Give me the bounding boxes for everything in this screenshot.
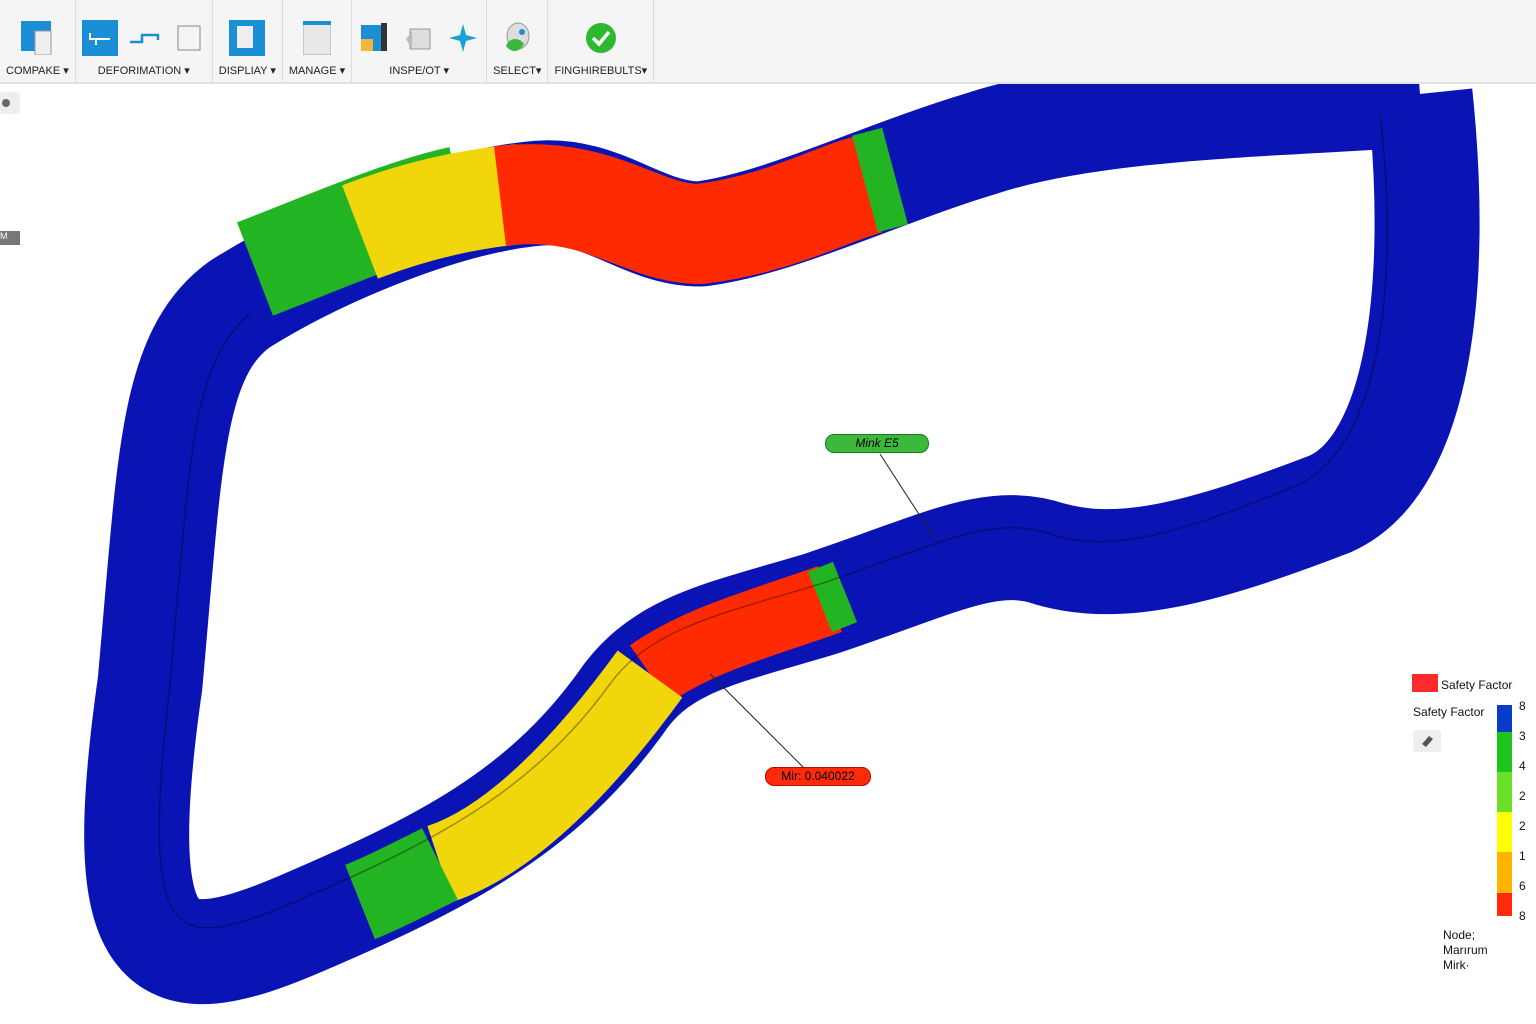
probe-icon[interactable] [402,21,436,55]
legend-band [1497,812,1512,852]
manage-icon [300,21,334,55]
tube-edge-line [158,113,1388,929]
legend-title-top: Safety Factor [1441,678,1513,692]
finish-results-icon [584,21,618,55]
tube-yellow-lower [426,650,683,902]
toolbar: COMPAKE ▾ DEFORIMATION ▾ DISPLIAY ▾ MANA… [0,0,1536,84]
legend-band [1497,852,1512,893]
deformation-menu[interactable]: DEFORIMATION ▾ [76,0,213,82]
legend-swatch [1412,674,1438,692]
select-icon [500,21,534,55]
legend-tick: 8 [1519,909,1526,923]
legend-tick: 6 [1519,879,1526,893]
legend-band [1497,893,1512,916]
inspect-menu[interactable]: INSPE/OT ▾ [352,0,488,82]
legend-band [1497,772,1512,812]
deformation-icon[interactable] [81,20,118,56]
view-cube-button[interactable] [0,92,20,114]
legend-footer-minimum: Mirk· [1443,958,1470,972]
tube-green-lower-edge [807,561,858,633]
display-menu[interactable]: DISPLIAY ▾ [213,0,283,82]
legend-footer-maximum: Marırum [1443,943,1488,957]
tube-red-lower [629,566,842,704]
legend-footer-node: Node; [1443,928,1476,942]
manage-menu[interactable]: MANAGE ▾ [283,0,353,82]
stress-model [84,84,1480,1004]
sparkle-icon[interactable] [446,21,480,55]
navigation-icon [2,99,10,107]
step-deformation-icon[interactable] [128,21,162,55]
legend-band [1497,705,1512,732]
min-leader-line [709,673,811,775]
min-probe-label[interactable]: Mir: 0.040022 [765,767,871,786]
legend-tick: 1 [1519,849,1526,863]
side-tag: M [0,231,20,245]
inspect-icon[interactable] [358,21,392,55]
legend-tick: 3 [1519,729,1526,743]
compare-menu[interactable]: COMPAKE ▾ [0,0,76,82]
legend: Safety Factor Safety Factor 8 3 4 2 2 1 … [1405,672,1536,972]
legend-settings-button[interactable] [1413,730,1441,752]
tube-green-lower [344,828,458,940]
tube-red-upper [494,135,884,284]
undeformed-icon[interactable] [172,21,206,55]
legend-tick: 4 [1519,759,1526,773]
legend-title: Safety Factor [1413,705,1485,719]
legend-band [1497,732,1512,772]
compare-icon [20,21,54,55]
display-icon [229,20,266,56]
finish-results-menu[interactable]: FINGHIREBULTS▾ [548,0,655,82]
legend-tick: 2 [1519,819,1526,833]
legend-tick: 8 [1519,699,1526,713]
tube-green-upper-edge [852,127,908,233]
max-leader-line [879,453,936,540]
3d-viewport[interactable]: M Mink E5 Mir: 0.040022 [0,84,1536,1024]
tube-yellow-upper [342,144,526,279]
max-probe-label[interactable]: Mink E5 [825,434,929,453]
select-menu[interactable]: SELECT▾ [487,0,549,82]
legend-tick: 2 [1519,789,1526,803]
